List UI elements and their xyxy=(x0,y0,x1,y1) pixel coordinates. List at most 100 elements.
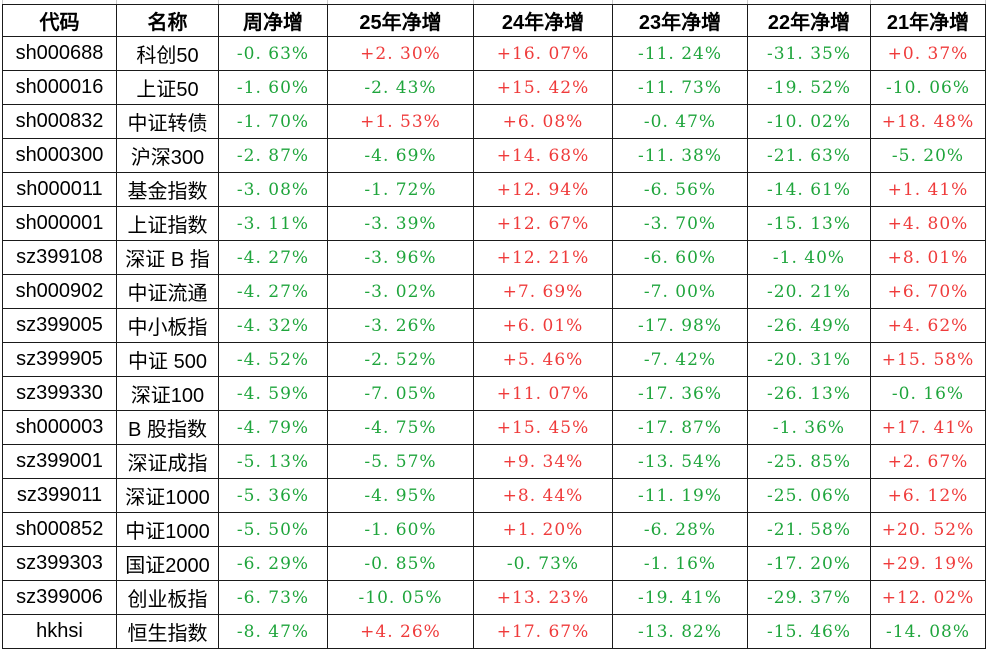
index-code-cell: sz399303 xyxy=(2,546,117,581)
index-code-cell: sh000011 xyxy=(2,172,117,207)
table-row: sh000832 中证转债 -1. 70% +1. 53% +6. 08% -0. 47%… xyxy=(2,104,986,139)
net-gain-cell: -5. 13% xyxy=(218,444,328,479)
index-name-cell: 上证50 xyxy=(116,70,219,105)
header-row: 代码 名称 周净增 25年净增 24年净增 23年净增 22年净增 21年净增 xyxy=(2,4,986,37)
table-row: sz399001 深证成指 -5. 13% -5. 57% +9. 34% -13. 54… xyxy=(2,444,986,479)
index-name-cell: 科创50 xyxy=(116,36,219,71)
net-gain-cell: -17. 20% xyxy=(747,546,871,581)
net-gain-cell: -1. 16% xyxy=(612,546,748,581)
column-header-week: 周净增 xyxy=(218,4,328,37)
column-header-year24: 24年净增 xyxy=(473,4,613,37)
net-gain-cell: -6. 60% xyxy=(612,240,748,275)
net-gain-cell: +15. 45% xyxy=(473,410,613,445)
net-gain-cell: -4. 52% xyxy=(218,342,328,377)
net-gain-cell: -6. 56% xyxy=(612,172,748,207)
net-gain-cell: +6. 12% xyxy=(870,478,986,513)
index-code-cell: sz399108 xyxy=(2,240,117,275)
spreadsheet-gridline-tick xyxy=(747,0,748,4)
net-gain-cell: -2. 43% xyxy=(327,70,474,105)
net-gain-cell: +6. 01% xyxy=(473,308,613,343)
index-code-cell: sh000902 xyxy=(2,274,117,309)
net-gain-cell: -0. 73% xyxy=(473,546,613,581)
index-name-cell: 深证1000 xyxy=(116,478,219,513)
net-gain-cell: +7. 69% xyxy=(473,274,613,309)
index-name-cell: 沪深300 xyxy=(116,138,219,173)
index-code-cell: sz399001 xyxy=(2,444,117,479)
net-gain-cell: -21. 63% xyxy=(747,138,871,173)
net-gain-cell: -1. 40% xyxy=(747,240,871,275)
net-gain-cell: -0. 63% xyxy=(218,36,328,71)
table-row: sh000016 上证50 -1. 60% -2. 43% +15. 42% -11. 7… xyxy=(2,70,986,105)
net-gain-cell: +12. 02% xyxy=(870,580,986,615)
net-gain-cell: -6. 29% xyxy=(218,546,328,581)
net-gain-cell: -1. 60% xyxy=(327,512,474,547)
net-gain-cell: -21. 58% xyxy=(747,512,871,547)
net-gain-cell: +12. 94% xyxy=(473,172,613,207)
net-gain-cell: -17. 98% xyxy=(612,308,748,343)
index-code-cell: sz399330 xyxy=(2,376,117,411)
spreadsheet-gridline-tick xyxy=(218,0,219,4)
net-gain-cell: -4. 59% xyxy=(218,376,328,411)
net-gain-cell: +6. 08% xyxy=(473,104,613,139)
column-header-year25: 25年净增 xyxy=(327,4,474,37)
table-row: sz399108 深证 B 指 -4. 27% -3. 96% +12. 21% -6. … xyxy=(2,240,986,275)
index-name-cell: 中证 500 xyxy=(116,342,219,377)
net-gain-cell: +29. 19% xyxy=(870,546,986,581)
net-gain-cell: -11. 38% xyxy=(612,138,748,173)
net-gain-cell: +4. 80% xyxy=(870,206,986,241)
net-gain-cell: -14. 61% xyxy=(747,172,871,207)
index-name-cell: 深证 B 指 xyxy=(116,240,219,275)
net-gain-cell: -7. 05% xyxy=(327,376,474,411)
net-gain-cell: -7. 00% xyxy=(612,274,748,309)
index-code-cell: sh000001 xyxy=(2,206,117,241)
table-row: sh000011 基金指数 -3. 08% -1. 72% +12. 94% -6. 56… xyxy=(2,172,986,207)
table-row: sh000300 沪深300 -2. 87% -4. 69% +14. 68% -11. … xyxy=(2,138,986,173)
index-code-cell: hkhsi xyxy=(2,614,117,649)
index-net-gain-table: 代码 名称 周净增 25年净增 24年净增 23年净增 22年净增 21年净增 … xyxy=(2,4,986,649)
table-row: sh000852 中证1000 -5. 50% -1. 60% +1. 20% -6. 2… xyxy=(2,512,986,547)
net-gain-cell: -25. 06% xyxy=(747,478,871,513)
net-gain-cell: +0. 37% xyxy=(870,36,986,71)
net-gain-cell: +15. 58% xyxy=(870,342,986,377)
net-gain-cell: -0. 16% xyxy=(870,376,986,411)
net-gain-cell: -4. 32% xyxy=(218,308,328,343)
spreadsheet-gridline-tick xyxy=(473,0,474,4)
index-name-cell: 创业板指 xyxy=(116,580,219,615)
index-name-cell: 中证流通 xyxy=(116,274,219,309)
index-name-cell: 恒生指数 xyxy=(116,614,219,649)
net-gain-cell: -3. 39% xyxy=(327,206,474,241)
table-row: sz399905 中证 500 -4. 52% -2. 52% +5. 46% -7. 4… xyxy=(2,342,986,377)
net-gain-cell: -5. 50% xyxy=(218,512,328,547)
index-code-cell: sh000016 xyxy=(2,70,117,105)
index-code-cell: sz399005 xyxy=(2,308,117,343)
net-gain-cell: -4. 69% xyxy=(327,138,474,173)
spreadsheet-gridline-tick xyxy=(327,0,328,4)
table-row: sh000688 科创50 -0. 63% +2. 30% +16. 07% -11. 2… xyxy=(2,36,986,71)
net-gain-cell: +16. 07% xyxy=(473,36,613,71)
net-gain-cell: +20. 52% xyxy=(870,512,986,547)
table-row: sh000001 上证指数 -3. 11% -3. 39% +12. 67% -3. 70… xyxy=(2,206,986,241)
index-name-cell: 基金指数 xyxy=(116,172,219,207)
net-gain-cell: +9. 34% xyxy=(473,444,613,479)
index-name-cell: 中证1000 xyxy=(116,512,219,547)
net-gain-cell: -3. 96% xyxy=(327,240,474,275)
net-gain-cell: +17. 41% xyxy=(870,410,986,445)
net-gain-cell: -15. 46% xyxy=(747,614,871,649)
table-row: sz399005 中小板指 -4. 32% -3. 26% +6. 01% -17. 98… xyxy=(2,308,986,343)
net-gain-cell: -11. 24% xyxy=(612,36,748,71)
net-gain-cell: -20. 21% xyxy=(747,274,871,309)
column-header-year22: 22年净增 xyxy=(747,4,871,37)
sheet-area: 代码 名称 周净增 25年净增 24年净增 23年净增 22年净增 21年净增 … xyxy=(2,4,986,649)
index-name-cell: 深证100 xyxy=(116,376,219,411)
net-gain-cell: -19. 41% xyxy=(612,580,748,615)
net-gain-cell: +5. 46% xyxy=(473,342,613,377)
table-row: sz399011 深证1000 -5. 36% -4. 95% +8. 44% -11. … xyxy=(2,478,986,513)
spreadsheet-gridline-tick xyxy=(116,0,117,4)
net-gain-cell: +17. 67% xyxy=(473,614,613,649)
net-gain-cell: -5. 36% xyxy=(218,478,328,513)
net-gain-cell: -13. 54% xyxy=(612,444,748,479)
net-gain-cell: -7. 42% xyxy=(612,342,748,377)
index-name-cell: 国证2000 xyxy=(116,546,219,581)
index-code-cell: sz399905 xyxy=(2,342,117,377)
